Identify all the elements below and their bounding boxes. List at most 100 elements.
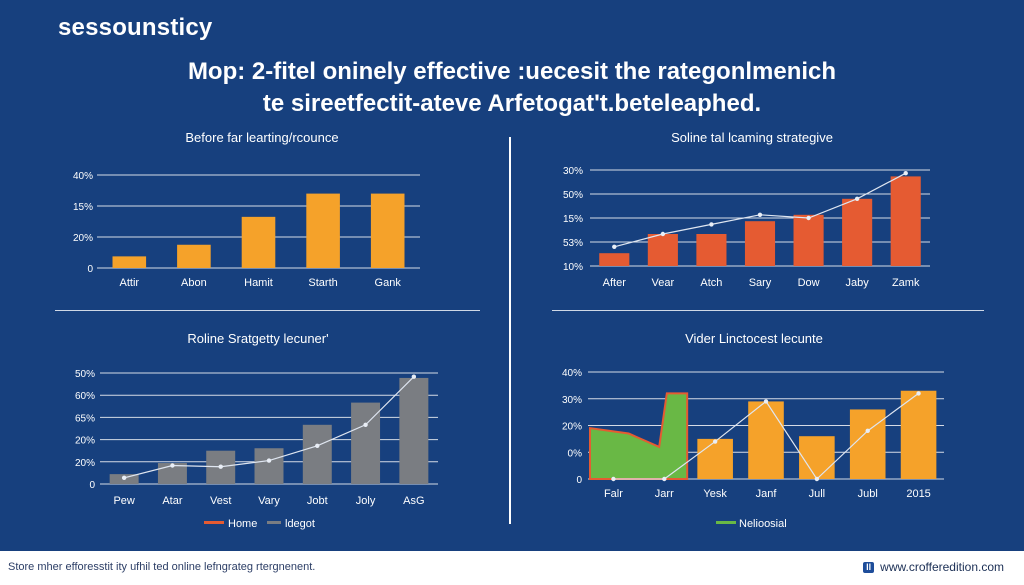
x-category-label: Atar — [162, 495, 183, 507]
x-category-label: Jarr — [655, 488, 674, 500]
area-series — [589, 392, 689, 480]
y-tick-label: 50% — [563, 190, 583, 201]
footer-url-group[interactable]: ll www.crofferedition.com — [863, 560, 1004, 574]
chart-title: Before far learting/rcounce — [185, 130, 338, 145]
bar — [696, 234, 727, 266]
y-tick-label: 53% — [563, 238, 583, 249]
bar — [697, 438, 733, 479]
bar — [900, 390, 937, 479]
trend-point — [121, 475, 127, 481]
y-tick-label: 30% — [562, 395, 582, 406]
legend-label: Home — [228, 518, 257, 530]
x-category-label: Vary — [258, 495, 280, 507]
bar — [254, 448, 284, 484]
y-tick-label: 15% — [563, 214, 583, 225]
legend-label: Nelioosial — [739, 518, 787, 530]
x-category-label: Janf — [756, 488, 778, 500]
x-category-label: 2015 — [906, 488, 930, 500]
bar — [302, 424, 332, 484]
chart-title: Soline tal lcaming strategive — [671, 130, 833, 145]
x-category-label: AsG — [403, 495, 424, 507]
brand-title: sessounsticy — [58, 14, 213, 41]
x-category-label: Zamk — [892, 277, 920, 289]
y-tick-label: 0 — [576, 475, 582, 486]
x-category-label: Yesk — [703, 488, 727, 500]
x-category-label: Vear — [652, 277, 675, 289]
x-category-label: Jaby — [846, 277, 870, 289]
bar — [399, 377, 429, 484]
y-tick-label: 20% — [562, 422, 582, 433]
x-category-label: Attir — [120, 277, 140, 289]
bar — [647, 234, 678, 266]
y-tick-label: 20% — [75, 436, 95, 447]
x-category-label: Abon — [181, 277, 207, 289]
y-tick-label: 60% — [75, 391, 95, 402]
bar — [370, 193, 405, 268]
y-tick-label: 30% — [563, 166, 583, 177]
bar — [306, 193, 340, 268]
x-category-label: Starth — [308, 277, 337, 289]
x-category-label: Gank — [375, 277, 402, 289]
trend-point — [814, 476, 820, 482]
footer-bar: Store mher efforesstit ity ufhil ted onl… — [0, 551, 1024, 585]
y-tick-label: 0 — [87, 264, 93, 275]
bar — [112, 256, 147, 268]
trend-point — [612, 244, 617, 249]
bar — [351, 402, 381, 484]
trend-point — [806, 215, 811, 221]
y-tick-label: 0 — [89, 480, 95, 491]
trend-point — [170, 463, 175, 468]
x-category-label: After — [603, 277, 627, 289]
trend-point — [709, 222, 714, 227]
trend-point — [757, 212, 763, 217]
y-tick-label: 40% — [562, 368, 582, 379]
footer-caption: Store mher efforesstit ity ufhil ted onl… — [8, 561, 316, 573]
x-category-label: Atch — [700, 277, 722, 289]
y-tick-label: 0% — [568, 448, 583, 459]
x-category-label: Falr — [604, 488, 623, 500]
bar — [599, 253, 630, 266]
trend-point — [763, 399, 769, 404]
trend-point — [916, 391, 921, 396]
trend-point — [411, 374, 417, 379]
trend-point — [660, 231, 666, 237]
y-tick-label: 65% — [75, 413, 95, 424]
bar — [157, 463, 187, 484]
trend-point — [865, 428, 870, 434]
bar — [793, 214, 824, 266]
y-tick-label: 50% — [75, 369, 95, 380]
bar — [177, 244, 211, 268]
x-category-label: Vest — [210, 495, 231, 507]
y-tick-label: 15% — [73, 202, 93, 213]
trend-point — [712, 439, 718, 444]
x-category-label: Sary — [749, 277, 772, 289]
footer-url[interactable]: www.crofferedition.com — [880, 560, 1004, 574]
bar — [241, 216, 276, 268]
trend-point — [218, 464, 223, 469]
chart-title: Vider Linctocest lecunte — [685, 331, 823, 346]
legend-swatch — [204, 521, 224, 524]
x-category-label: Jobt — [307, 495, 328, 507]
y-tick-label: 20% — [73, 233, 93, 244]
bar — [799, 436, 835, 479]
bar — [849, 409, 886, 479]
x-category-label: Jull — [809, 488, 826, 500]
x-category-label: Hamit — [244, 277, 273, 289]
y-tick-label: 10% — [563, 262, 583, 273]
footer-logo-icon: ll — [863, 561, 875, 573]
x-category-label: Jubl — [858, 488, 878, 500]
x-category-label: Pew — [113, 495, 134, 507]
trend-point — [315, 443, 320, 448]
chart-title: Roline Sratgetty lecuner' — [187, 331, 328, 346]
bar — [748, 401, 784, 479]
headline-line-2: te sireetfectit-ateve Arfetogat't.betele… — [262, 90, 762, 117]
horizontal-divider-left — [55, 310, 480, 311]
trend-point — [266, 458, 272, 463]
legend-swatch — [267, 521, 281, 524]
trend-point — [662, 476, 667, 482]
legend-label: ldegot — [285, 518, 315, 530]
trend-point — [903, 171, 908, 176]
bar — [842, 198, 873, 266]
trend-point — [854, 196, 860, 201]
headline-line-1: Mop: 2-fitel oninely effective :uecesit … — [187, 58, 837, 85]
